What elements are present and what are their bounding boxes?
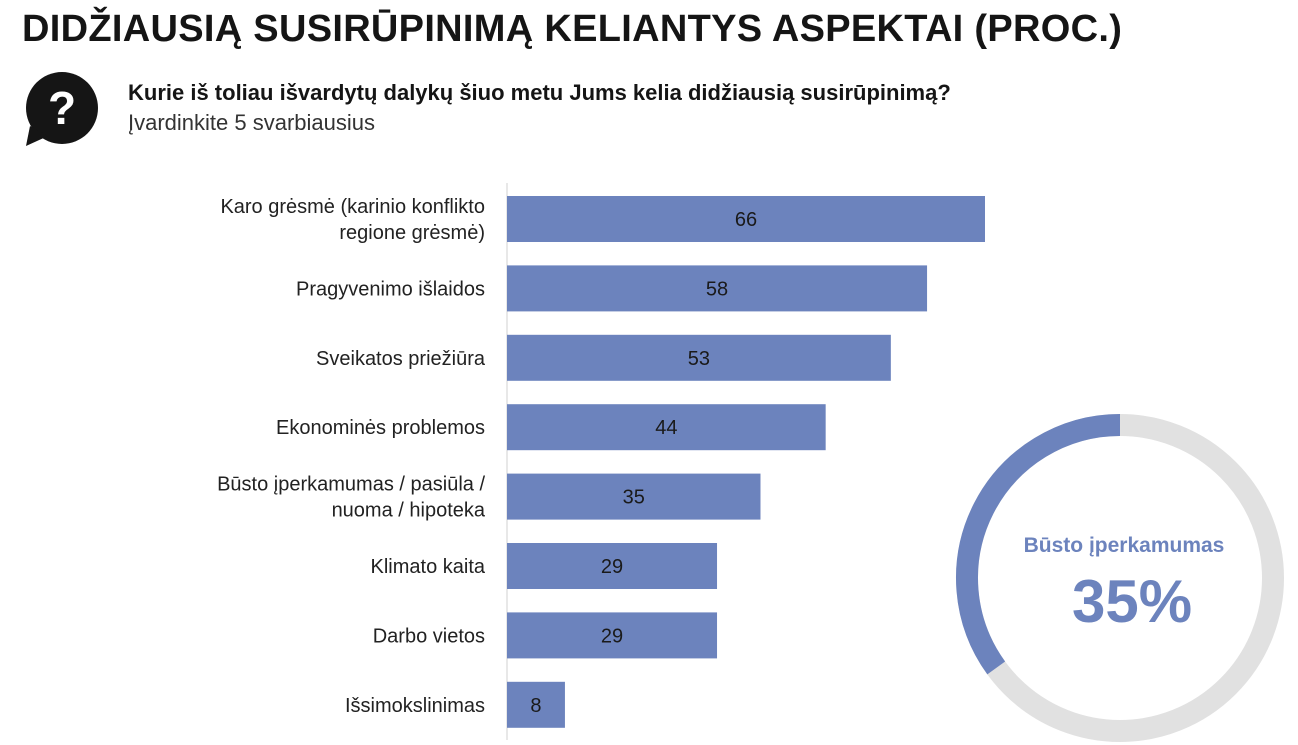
category-label-3: Sveikatos priežiūra bbox=[316, 348, 486, 370]
category-label-7: Darbo vietos bbox=[373, 625, 485, 647]
data-label-6: 29 bbox=[601, 556, 623, 578]
bar-3 bbox=[507, 334, 891, 381]
bar-2 bbox=[507, 265, 928, 312]
survey-question: Kurie iš toliau išvardytų dalykų šiuo me… bbox=[128, 80, 951, 105]
data-label-4: 44 bbox=[655, 417, 677, 439]
category-label-4: Ekonominės problemos bbox=[276, 417, 485, 439]
category-label-5-line-2: nuoma / hipoteka bbox=[332, 500, 486, 522]
bar-1 bbox=[507, 196, 985, 242]
category-label-1-line-2: regione grėsmė) bbox=[339, 222, 485, 244]
category-label-5-line-1: Būsto įperkamumas / pasiūla / bbox=[217, 474, 485, 496]
survey-instruction: Įvardinkite 5 svarbiausius bbox=[128, 110, 376, 135]
category-label-8: Išsimokslinimas bbox=[345, 695, 485, 717]
svg-text:?: ? bbox=[48, 82, 76, 134]
bar-7 bbox=[507, 612, 718, 659]
bar-4 bbox=[507, 404, 826, 451]
data-label-8: 8 bbox=[530, 695, 541, 717]
donut-caption: Būsto įperkamumas bbox=[1024, 534, 1225, 557]
category-label-1-line-1: Karo grėsmė (karinio konflikto bbox=[220, 196, 485, 218]
category-label-2: Pragyvenimo išlaidos bbox=[296, 278, 485, 300]
data-label-3: 53 bbox=[688, 348, 710, 370]
bar-6 bbox=[507, 543, 718, 589]
data-label-1: 66 bbox=[735, 209, 757, 231]
data-label-7: 29 bbox=[601, 625, 623, 647]
donut-progress-arc bbox=[956, 414, 1121, 675]
data-label-2: 58 bbox=[706, 278, 728, 300]
question-bubble-icon: ? bbox=[26, 72, 98, 146]
donut-value: 35% bbox=[1072, 568, 1192, 635]
page-title: DIDŽIAUSIĄ SUSIRŪPINIMĄ KELIANTYS ASPEKT… bbox=[22, 8, 1123, 50]
data-label-5: 35 bbox=[623, 487, 645, 509]
category-label-6: Klimato kaita bbox=[371, 556, 486, 578]
bar-8 bbox=[507, 681, 565, 728]
bar-5 bbox=[507, 473, 761, 520]
